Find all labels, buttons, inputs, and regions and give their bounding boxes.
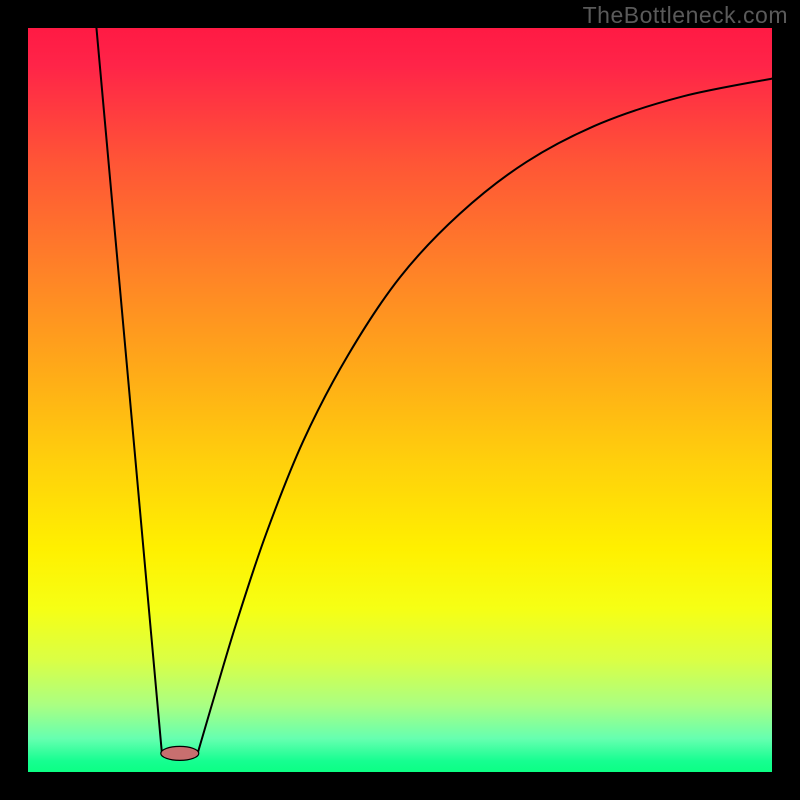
chart-container: TheBottleneck.com: [0, 0, 800, 800]
plot-area: [28, 28, 772, 772]
watermark-text: TheBottleneck.com: [583, 2, 788, 29]
bottleneck-chart: [0, 0, 800, 800]
optimal-zone-marker: [161, 746, 199, 760]
